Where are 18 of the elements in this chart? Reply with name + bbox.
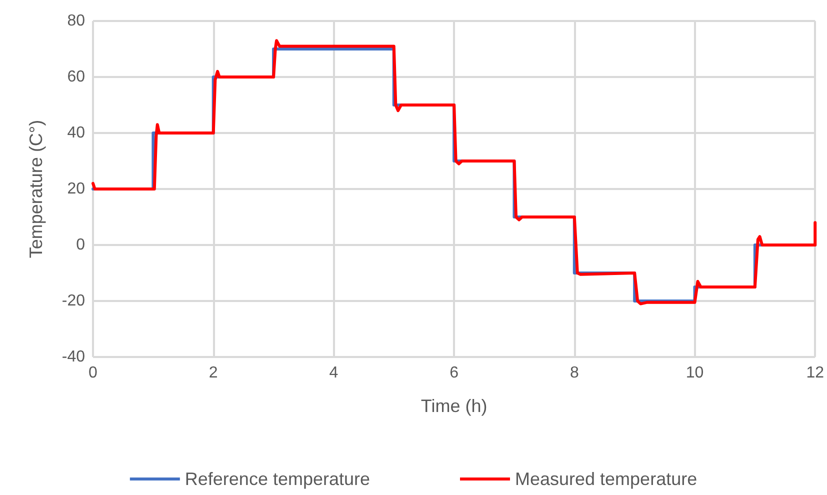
x-tick-label: 12 <box>806 364 824 382</box>
x-tick-label: 0 <box>88 364 98 382</box>
y-tick-label: 0 <box>76 236 86 254</box>
y-axis-title: Temperature (C°) <box>26 120 46 258</box>
x-tick-label: 10 <box>686 364 704 382</box>
y-tick-label: 20 <box>67 180 86 198</box>
y-tick-label: 60 <box>67 68 86 86</box>
x-tick-label: 2 <box>208 364 218 382</box>
x-axis-title: Time (h) <box>420 396 488 416</box>
x-tick-label: 4 <box>329 364 338 382</box>
legend-label: Measured temperature <box>515 469 698 489</box>
y-tick-label: -40 <box>62 348 86 366</box>
legend-label: Reference temperature <box>184 469 370 489</box>
x-tick-label: 8 <box>570 364 579 382</box>
y-tick-label: 80 <box>67 12 86 30</box>
x-tick-label: 6 <box>450 364 459 382</box>
y-tick-label: 40 <box>67 124 86 142</box>
y-tick-label: -20 <box>62 292 86 310</box>
